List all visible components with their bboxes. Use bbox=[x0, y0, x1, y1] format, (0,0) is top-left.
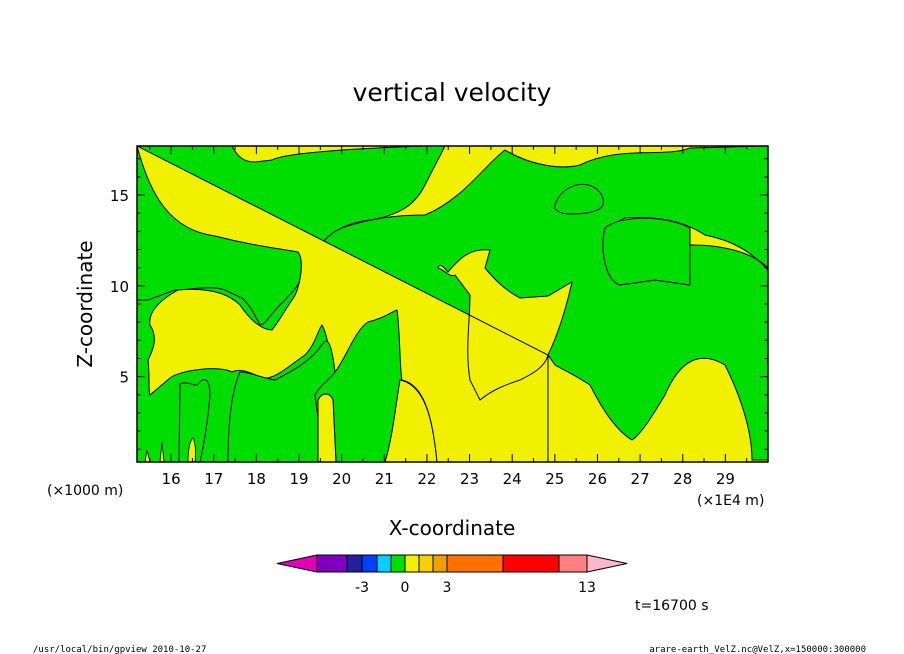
x-axis-label: X-coordinate bbox=[389, 516, 516, 540]
x-tick-label: 26 bbox=[588, 470, 607, 488]
negative-region-bottom-left bbox=[227, 340, 337, 462]
x-tick-label: 22 bbox=[417, 470, 436, 488]
colorbar-label: -3 bbox=[355, 580, 369, 596]
y-axis: 5 10 15 bbox=[110, 158, 768, 450]
negative-regions bbox=[137, 146, 768, 462]
y-tick-label: 10 bbox=[110, 278, 129, 296]
x-tick-label: 19 bbox=[289, 470, 308, 488]
positive-region-column bbox=[317, 393, 337, 462]
y-tick-label: 15 bbox=[110, 187, 129, 205]
footer-right: arare-earth_VelZ.nc@VelZ,x=150000:300000 bbox=[649, 645, 866, 654]
y-tick-label: 5 bbox=[119, 369, 129, 387]
negative-region-cell bbox=[554, 183, 604, 215]
x-tick-label: 27 bbox=[631, 470, 650, 488]
colorbar-swatch bbox=[418, 554, 434, 573]
colorbar-swatch bbox=[432, 554, 448, 573]
positive-region-slivers bbox=[144, 437, 196, 462]
positive-region-center bbox=[137, 146, 573, 462]
plot-field bbox=[137, 146, 768, 462]
colorbar-swatch bbox=[361, 554, 378, 573]
x-tick-label: 24 bbox=[503, 470, 522, 488]
colorbar-swatch bbox=[502, 554, 560, 573]
colorbar: -3 0 3 13 bbox=[276, 554, 628, 596]
colorbar-swatch bbox=[316, 554, 348, 573]
negative-region-right-cell bbox=[602, 217, 691, 286]
x-tick-label: 21 bbox=[375, 470, 394, 488]
x-unit-left: (×1000 m) bbox=[47, 483, 123, 499]
footer-left: /usr/local/bin/gpview 2010-10-27 bbox=[33, 645, 206, 654]
colorbar-swatch bbox=[276, 554, 318, 573]
colorbar-swatch bbox=[376, 554, 392, 573]
colorbar-label: 3 bbox=[443, 580, 452, 596]
time-label: t=16700 s bbox=[635, 598, 709, 614]
y-axis-label: Z-coordinate bbox=[73, 240, 97, 367]
colorbar-label: 13 bbox=[578, 580, 596, 596]
x-tick-label: 17 bbox=[204, 470, 223, 488]
colorbar-swatch bbox=[586, 554, 628, 573]
x-tick-label: 20 bbox=[332, 470, 351, 488]
negative-region-bottom-cell bbox=[178, 379, 211, 462]
x-tick-label: 16 bbox=[162, 470, 181, 488]
colorbar-swatch bbox=[390, 554, 406, 573]
colorbar-label: 0 bbox=[401, 580, 410, 596]
x-axis: 16 17 18 19 20 21 22 23 24 25 26 27 28 29 bbox=[149, 146, 748, 488]
x-unit-right: (×1E4 m) bbox=[697, 493, 764, 509]
x-tick-label: 28 bbox=[673, 470, 692, 488]
chart-title: vertical velocity bbox=[353, 78, 552, 107]
x-tick-label: 23 bbox=[460, 470, 479, 488]
colorbar-swatch bbox=[346, 554, 363, 573]
x-tick-label: 18 bbox=[247, 470, 266, 488]
x-tick-label: 25 bbox=[545, 470, 564, 488]
colorbar-swatch bbox=[404, 554, 420, 573]
colorbar-swatch bbox=[558, 554, 588, 573]
x-tick-label: 29 bbox=[716, 470, 735, 488]
colorbar-swatch bbox=[446, 554, 504, 573]
